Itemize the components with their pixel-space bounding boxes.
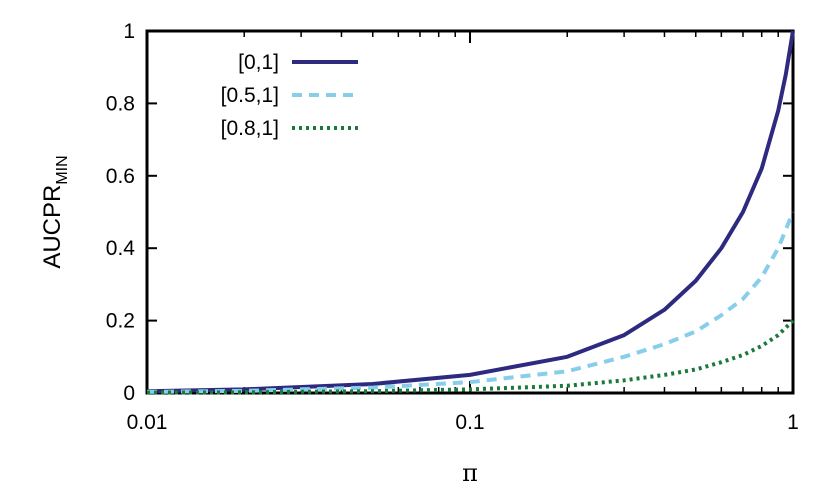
y-tick-label: 1: [123, 20, 135, 43]
y-axis-label-subscript: MIN: [54, 155, 71, 184]
x-tick-label: 1: [787, 411, 799, 434]
legend-label-0: [0,1]: [238, 51, 279, 74]
axes: 0 0.2 0.4 0.6 0.8 1 0.01 0.1 1: [106, 20, 799, 434]
y-tick-label: 0: [123, 382, 135, 405]
series-layer: [146, 30, 795, 395]
y-axis-label: AUCPRMIN: [39, 155, 71, 268]
series-line-1: [146, 211, 795, 394]
x-tick-label: 0.1: [455, 411, 484, 434]
y-tick-label: 0.4: [106, 237, 136, 260]
legend-label-2: [0.8,1]: [221, 117, 279, 140]
y-tick-label: 0.8: [106, 92, 135, 115]
legend: [0,1] [0.5,1] [0.8,1]: [221, 51, 358, 140]
legend-label-1: [0.5,1]: [221, 84, 279, 107]
x-tick-label: 0.01: [127, 411, 168, 434]
y-tick-label: 0.2: [106, 310, 135, 333]
y-tick-label: 0.6: [106, 165, 135, 188]
x-axis-label: π: [462, 459, 478, 487]
series-line-2: [146, 319, 795, 395]
series-line-0: [146, 30, 795, 394]
y-axis-label-main: AUCPR: [39, 185, 66, 269]
